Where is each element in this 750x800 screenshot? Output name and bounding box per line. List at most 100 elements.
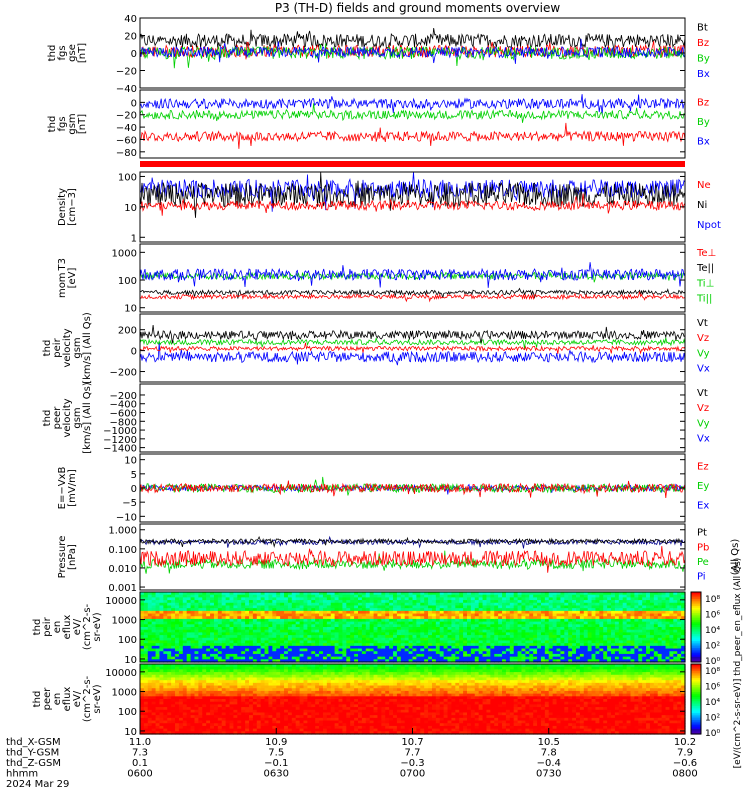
spectrogram-cell xyxy=(634,651,639,655)
spectrogram-cell xyxy=(237,592,242,596)
spectrogram-cell xyxy=(175,704,180,708)
spectrogram-cell xyxy=(537,640,542,644)
spectrogram-cell xyxy=(459,637,464,642)
spectrogram-cell xyxy=(587,592,593,596)
spectrogram-cell xyxy=(677,600,682,604)
spectrogram-cell xyxy=(529,616,534,620)
spectrogram-cell xyxy=(396,602,402,607)
spectrogram-cell xyxy=(237,645,242,650)
spectrogram-cell xyxy=(564,635,569,639)
spectrogram-cell xyxy=(155,602,161,607)
spectrogram-cell xyxy=(221,725,227,730)
spectrogram-cell xyxy=(556,659,562,663)
spectrogram-cell xyxy=(396,637,402,642)
spectrogram-cell xyxy=(249,594,254,598)
spectrogram-cell xyxy=(225,682,231,687)
spectrogram-cell xyxy=(560,610,565,615)
spectrogram-cell xyxy=(229,624,235,628)
spectrogram-cell xyxy=(420,651,425,655)
spectrogram-cell xyxy=(307,693,312,697)
spectrogram-cell xyxy=(264,728,270,732)
spectrogram-cell xyxy=(186,685,192,689)
spectrogram-cell xyxy=(175,629,180,633)
spectrogram-cell xyxy=(338,659,344,663)
spectrogram-cell xyxy=(264,715,270,719)
spectrogram-cell xyxy=(143,643,149,647)
spectrogram-cell xyxy=(194,618,199,623)
spectrogram-cell xyxy=(326,653,332,658)
spectrogram-cell xyxy=(299,645,305,650)
spectrogram-cell xyxy=(140,725,145,730)
spectrogram-cell xyxy=(389,610,394,615)
spectrogram-cell xyxy=(206,666,211,670)
spectrogram-cell xyxy=(182,632,188,636)
spectrogram-cell xyxy=(505,597,511,601)
spectrogram-cell xyxy=(295,720,301,724)
spectrogram-cell xyxy=(287,704,293,708)
spectrogram-cell xyxy=(583,637,589,642)
spectrogram-cell xyxy=(264,629,270,633)
spectrogram-cell xyxy=(198,669,203,673)
plot-title: P3 (TH-D) fields and ground moments over… xyxy=(274,1,561,15)
spectrogram-cell xyxy=(638,624,643,628)
spectrogram-cell xyxy=(256,624,262,628)
spectrogram-cell xyxy=(175,712,180,716)
spectrogram-cell xyxy=(276,720,281,724)
spectrogram-cell xyxy=(389,602,394,607)
spectrogram-cell xyxy=(159,672,164,676)
spectrogram-cell xyxy=(350,608,355,612)
spectrogram-cell xyxy=(525,645,530,650)
spectrogram-cell xyxy=(463,627,468,631)
spectrogram-cell xyxy=(303,666,308,670)
spectrogram-cell xyxy=(155,728,161,732)
spectrogram-cell xyxy=(470,613,476,617)
spectrogram-cell xyxy=(295,685,301,689)
spectrogram-cell xyxy=(245,600,250,604)
spectrogram-cell xyxy=(280,608,285,612)
spectrogram-cell xyxy=(505,610,511,615)
spectrogram-cell xyxy=(673,608,678,612)
spectrogram-cell xyxy=(338,594,344,598)
spectrogram-cell xyxy=(607,608,612,612)
spectrogram-cell xyxy=(182,725,188,730)
spectrogram-cell xyxy=(190,723,196,727)
spectrogram-cell xyxy=(478,608,484,612)
spectrogram-cell xyxy=(358,608,363,612)
spectrogram-cell xyxy=(167,674,172,679)
spectrogram-cell xyxy=(482,624,488,628)
spectrogram-cell xyxy=(661,640,667,644)
spectrogram-cell xyxy=(455,651,460,655)
spectrogram-cell xyxy=(233,666,238,670)
spectrogram-cell xyxy=(505,592,511,596)
spectrogram-cell xyxy=(599,624,604,628)
spectrogram-cell xyxy=(140,693,145,697)
spectrogram-cell xyxy=(155,608,161,612)
spectrogram-cell xyxy=(490,635,495,639)
spectrogram-cell xyxy=(443,643,449,647)
spectrogram-cell xyxy=(252,610,258,615)
spectrogram-cell xyxy=(587,653,593,658)
spectrogram-cell xyxy=(455,653,460,658)
spectrogram-cell xyxy=(614,635,620,639)
spectrogram-cell xyxy=(319,613,324,617)
spectrogram-cell xyxy=(213,656,219,660)
spectrogram-cell xyxy=(494,608,499,612)
spectrogram-cell xyxy=(373,616,379,620)
spectrogram-cell xyxy=(264,682,270,687)
spectrogram-cell xyxy=(587,610,593,615)
spectrogram-cell xyxy=(217,616,223,620)
spectrogram-cell xyxy=(245,709,250,714)
spectrogram-cell xyxy=(595,651,600,655)
spectrogram-cell xyxy=(638,645,643,650)
spectrogram-cell xyxy=(260,597,266,601)
spectrogram-cell xyxy=(630,643,635,647)
spectrogram-cell xyxy=(622,651,628,655)
spectrogram-cell xyxy=(155,725,161,730)
spectrogram-cell xyxy=(505,594,511,598)
spectrogram-cell xyxy=(389,643,394,647)
spectrogram-cell xyxy=(272,645,277,650)
spectrogram-cell xyxy=(245,680,250,684)
spectrogram-cell xyxy=(544,600,550,604)
spectrogram-cell xyxy=(467,640,472,644)
spectrogram-cell xyxy=(396,608,402,612)
